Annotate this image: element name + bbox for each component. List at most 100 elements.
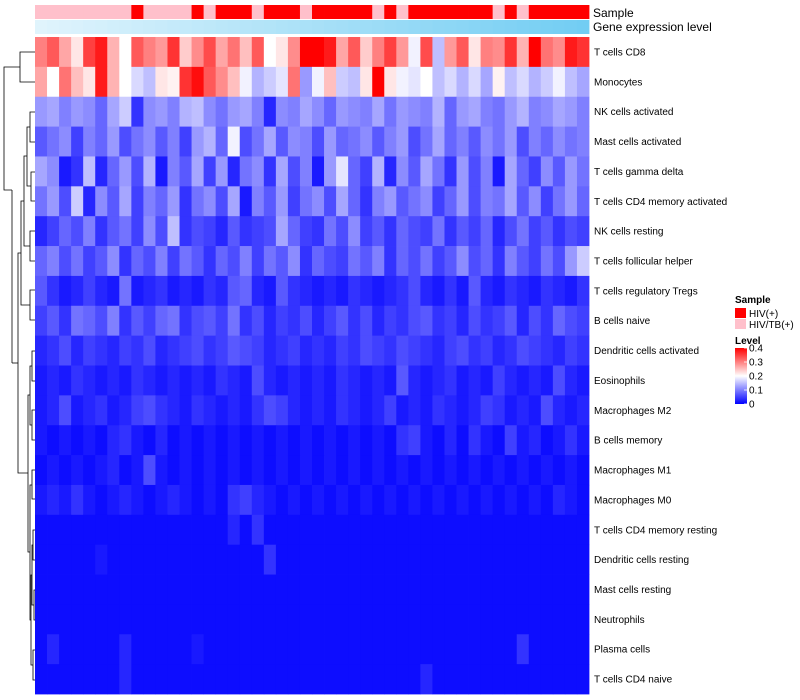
heatmap-cell xyxy=(360,574,373,605)
heatmap-cell xyxy=(71,246,84,277)
sample-annotation-cell xyxy=(468,5,482,19)
sample-annotation-cell xyxy=(528,5,542,19)
heatmap-cell xyxy=(384,186,397,217)
heatmap-cell xyxy=(576,514,590,546)
heatmap-cell xyxy=(203,455,217,486)
heatmap-cell xyxy=(107,634,120,665)
sample-annotation-cell xyxy=(71,5,84,19)
heatmap-cell xyxy=(143,574,156,605)
heatmap-cell xyxy=(504,514,518,546)
heatmap-cell xyxy=(155,66,168,98)
heatmap-cell xyxy=(143,37,156,68)
heatmap-cell xyxy=(179,216,192,247)
row-label: Mast cells resting xyxy=(594,585,671,596)
heatmap-cell xyxy=(432,156,445,187)
heatmap-cell xyxy=(95,335,108,366)
heatmap-cell xyxy=(432,275,445,307)
heatmap-cell xyxy=(275,425,289,456)
heatmap-cell xyxy=(444,156,457,187)
sample-annotation-cell xyxy=(360,5,373,19)
heatmap-cell xyxy=(143,216,156,247)
heatmap-cell xyxy=(299,335,313,366)
heatmap-cell xyxy=(432,66,445,98)
heatmap-cell xyxy=(155,126,168,157)
heatmap-cell xyxy=(95,126,108,157)
heatmap-cell xyxy=(35,574,48,605)
heatmap-cell xyxy=(324,425,337,456)
heatmap-cell xyxy=(179,574,192,605)
dendrogram-branch xyxy=(29,484,32,621)
heatmap-cell xyxy=(47,544,60,575)
sample-annotation-cell xyxy=(408,5,421,19)
heatmap-cell xyxy=(107,365,120,396)
heatmap-cell xyxy=(251,37,265,68)
heatmap-cell xyxy=(468,574,482,605)
heatmap-cell xyxy=(203,246,217,277)
heatmap-cell xyxy=(516,425,530,456)
heatmap-cell xyxy=(552,544,566,575)
heatmap-cell xyxy=(143,604,156,635)
heatmap-cell xyxy=(275,275,289,307)
heatmap-cell xyxy=(143,664,156,695)
heatmap-cell xyxy=(516,574,530,605)
heatmap-cell xyxy=(71,37,84,68)
dendrogram-branch xyxy=(31,469,35,500)
heatmap-cell xyxy=(576,425,590,456)
heatmap-cell xyxy=(432,544,445,575)
heatmap-cell xyxy=(492,66,506,98)
heatmap-cell xyxy=(35,544,48,575)
heatmap-cell xyxy=(444,96,457,127)
heatmap-cell xyxy=(167,544,180,575)
heatmap-cell xyxy=(372,484,385,516)
heatmap-cell xyxy=(552,664,566,695)
heatmap-cell xyxy=(516,186,530,217)
heatmap-cell xyxy=(456,66,469,98)
heatmap-cell xyxy=(324,66,337,98)
heatmap-cell xyxy=(191,365,205,396)
heatmap-cell xyxy=(540,514,554,546)
expression-annotation-cell xyxy=(203,20,217,34)
heatmap-cell xyxy=(504,425,518,456)
heatmap-cell xyxy=(504,216,518,247)
heatmap-cell xyxy=(35,96,48,127)
heatmap-cell xyxy=(203,96,217,127)
heatmap-cell xyxy=(251,126,265,157)
row-label: Mast cells activated xyxy=(594,137,681,148)
heatmap-cell xyxy=(492,305,506,337)
heatmap-cell xyxy=(191,216,205,247)
dendrogram-branch xyxy=(33,589,35,621)
row-label: Eosinophils xyxy=(594,376,645,387)
heatmap-cell xyxy=(360,216,373,247)
heatmap-cell xyxy=(396,604,409,635)
sample-annotation-cell xyxy=(35,5,48,19)
heatmap-cell xyxy=(564,66,578,98)
heatmap-cell xyxy=(540,455,554,486)
heatmap-cell xyxy=(47,365,60,396)
sample-annotation-cell xyxy=(456,5,469,19)
heatmap-cell xyxy=(468,604,482,635)
heatmap-cell xyxy=(348,544,361,575)
heatmap-cell xyxy=(312,305,325,337)
heatmap-cell xyxy=(372,275,385,307)
heatmap-cell xyxy=(360,484,373,516)
heatmap-cell xyxy=(227,604,241,635)
heatmap-cell xyxy=(408,246,421,277)
heatmap-cell xyxy=(227,216,241,247)
heatmap-cell xyxy=(47,305,60,337)
heatmap-cell xyxy=(215,455,229,486)
heatmap-cell xyxy=(396,335,409,366)
heatmap-cell xyxy=(203,514,217,546)
heatmap-cell xyxy=(480,216,494,247)
heatmap-cell xyxy=(71,126,84,157)
heatmap-cell xyxy=(468,305,482,337)
heatmap-cell xyxy=(71,574,84,605)
level-ticks: 0 0.1 0.2 0.3 0.4 xyxy=(744,344,763,411)
heatmap-cell xyxy=(191,246,205,277)
heatmap-cell xyxy=(336,604,349,635)
expression-annotation-cell xyxy=(444,20,457,34)
heatmap-cell xyxy=(312,484,325,516)
heatmap-cell xyxy=(480,604,494,635)
heatmap-cell xyxy=(239,604,253,635)
heatmap-cell xyxy=(227,96,241,127)
sample-annotation-cell xyxy=(384,5,397,19)
